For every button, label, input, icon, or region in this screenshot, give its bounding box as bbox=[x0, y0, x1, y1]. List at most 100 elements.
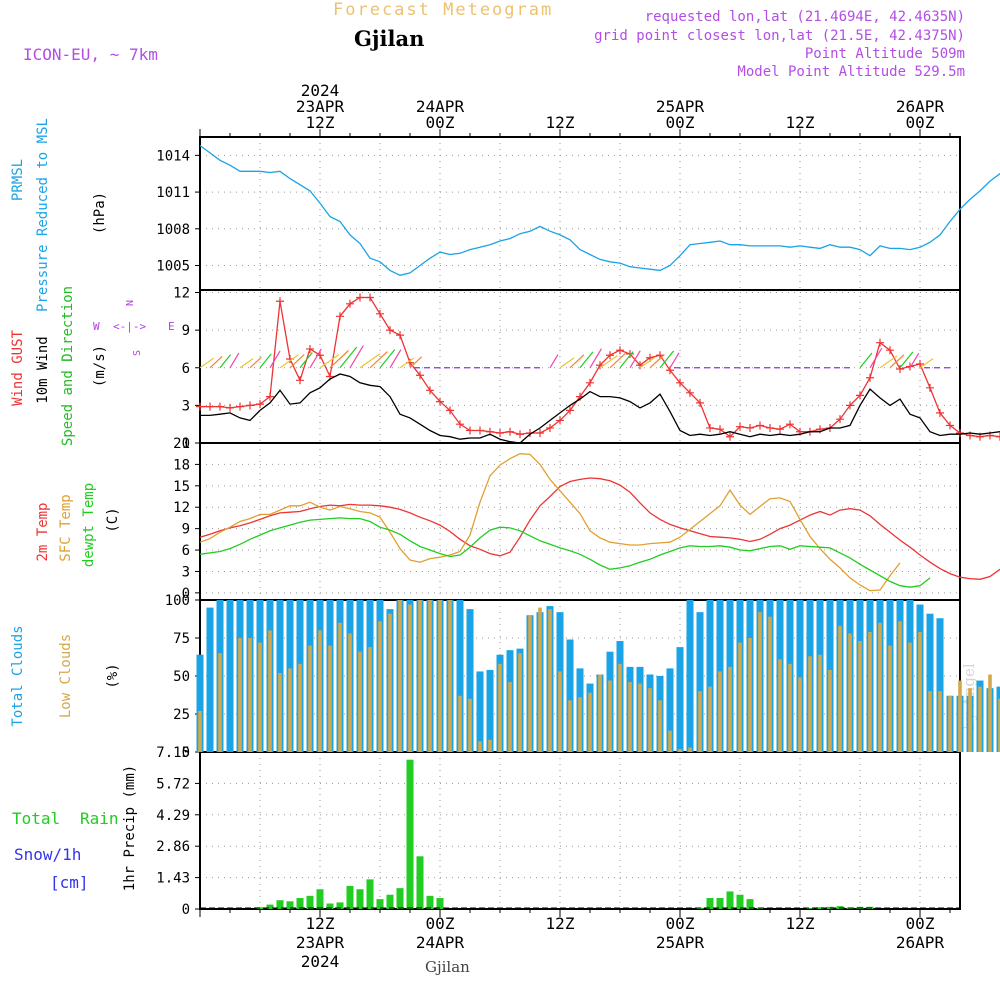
low-cloud-bar bbox=[808, 656, 812, 752]
total-cloud-bar bbox=[486, 669, 494, 752]
wind-arrow bbox=[639, 356, 656, 369]
rain-bar bbox=[726, 891, 734, 909]
gust-marker bbox=[996, 432, 1000, 441]
wind-arrow bbox=[249, 356, 262, 369]
low-cloud-bar bbox=[308, 645, 312, 752]
low-cloud-bar bbox=[978, 686, 982, 752]
low-cloud-bar bbox=[278, 672, 282, 752]
top-time-label: 12Z bbox=[306, 113, 335, 132]
gust-marker bbox=[506, 427, 514, 436]
wind-arrow bbox=[649, 353, 665, 369]
low-cloud-bar bbox=[398, 600, 402, 752]
low-cloud-bar bbox=[478, 741, 482, 752]
y-tick-label: 0 bbox=[182, 586, 190, 602]
low-cloud-bar bbox=[558, 671, 562, 752]
gust-marker bbox=[546, 423, 554, 432]
low-cloud-label: Low Clouds bbox=[58, 634, 74, 718]
gust-marker bbox=[716, 425, 724, 434]
gust-marker bbox=[226, 403, 234, 412]
low-cloud-bar bbox=[888, 645, 892, 752]
rain-bar bbox=[706, 898, 714, 909]
grid-point: grid point closest lon,lat (21.5E, 42.43… bbox=[594, 28, 965, 44]
gust-marker bbox=[336, 312, 344, 321]
rain-bar bbox=[306, 895, 314, 909]
low-cloud-bar bbox=[818, 654, 822, 752]
total-cloud-bar bbox=[456, 600, 464, 752]
y-tick-label: 3 bbox=[182, 564, 190, 580]
low-cloud-bar bbox=[548, 609, 552, 752]
bottom-time-label: 00Z bbox=[906, 914, 935, 933]
gust-marker bbox=[386, 326, 394, 335]
wind-line bbox=[200, 373, 1000, 444]
model-altitude: Model Point Altitude 529.5m bbox=[737, 64, 965, 80]
bottom-time-label: 12Z bbox=[306, 914, 335, 933]
low-cloud-bar bbox=[938, 691, 942, 752]
low-cloud-bar bbox=[688, 747, 692, 752]
wind-arrow bbox=[339, 346, 358, 369]
wind-arrow bbox=[569, 354, 585, 369]
temp-line bbox=[199, 477, 1000, 580]
y-tick-label: 1008 bbox=[156, 222, 190, 238]
wind-arrow bbox=[879, 355, 898, 369]
y-tick-label: 1.43 bbox=[156, 871, 190, 887]
rain-bar bbox=[276, 900, 284, 909]
total-cloud-bar bbox=[676, 647, 684, 752]
gust-marker bbox=[346, 299, 354, 308]
low-cloud-bar bbox=[378, 621, 382, 752]
wind-label: 10m Wind bbox=[35, 336, 51, 403]
gust-marker bbox=[566, 406, 574, 415]
gust-marker bbox=[516, 430, 524, 439]
low-cloud-bar bbox=[438, 600, 442, 752]
y-tick-label: 4.29 bbox=[156, 808, 190, 824]
gust-marker bbox=[306, 344, 314, 353]
low-cloud-bar bbox=[758, 612, 762, 752]
rain-bar bbox=[736, 894, 744, 909]
y-tick-label: 1014 bbox=[156, 148, 190, 164]
gust-marker bbox=[296, 376, 304, 385]
y-tick-label: 50 bbox=[173, 669, 190, 685]
wind-arrow bbox=[359, 353, 381, 369]
total-cloud-bar bbox=[476, 671, 484, 752]
wind-arrow bbox=[309, 348, 322, 369]
top-time-label: 00Z bbox=[426, 113, 455, 132]
y-tick-label: 15 bbox=[173, 479, 190, 495]
y-tick-label: 12 bbox=[173, 286, 190, 302]
gust-marker bbox=[726, 432, 734, 441]
gust-marker bbox=[246, 401, 254, 410]
wind-arrow bbox=[219, 354, 232, 369]
bottom-time-label: 00Z bbox=[666, 914, 695, 933]
total-cloud-label: Total Clouds bbox=[10, 625, 26, 726]
low-cloud-bar bbox=[418, 600, 422, 752]
wind-arrow bbox=[299, 352, 313, 369]
wind-arrow bbox=[319, 353, 340, 369]
wind-arrow bbox=[389, 349, 402, 369]
low-cloud-bar bbox=[298, 663, 302, 752]
rain-bar bbox=[346, 885, 354, 909]
gust-marker bbox=[676, 378, 684, 387]
total-cloud-bar bbox=[666, 668, 674, 752]
wind-arrow bbox=[279, 354, 299, 369]
low-cloud-bar bbox=[628, 682, 632, 752]
wind-arrow bbox=[899, 351, 914, 369]
wind-arrow bbox=[269, 350, 281, 369]
gust-marker bbox=[586, 378, 594, 387]
wind-arrow bbox=[859, 352, 873, 369]
low-cloud-bar bbox=[828, 669, 832, 752]
y-tick-label: 6 bbox=[182, 543, 190, 559]
low-cloud-bar bbox=[348, 633, 352, 752]
wind-arrow bbox=[349, 345, 364, 369]
top-time-label: 26APR bbox=[896, 97, 945, 116]
cloud-unit: (%) bbox=[105, 663, 121, 688]
bottom-time-label: 25APR bbox=[656, 933, 705, 952]
top-time-label: 00Z bbox=[906, 113, 935, 132]
low-cloud-bar bbox=[468, 698, 472, 752]
y-tick-label: 9 bbox=[182, 522, 190, 538]
gust-marker bbox=[466, 426, 474, 435]
y-tick-label: 9 bbox=[182, 323, 190, 339]
low-cloud-bar bbox=[738, 642, 742, 752]
compass-arrow-w: <-|-> bbox=[113, 320, 146, 333]
wind-arrow bbox=[609, 352, 626, 369]
low-cloud-bar bbox=[588, 692, 592, 752]
rain-bar bbox=[316, 889, 324, 909]
low-cloud-bar bbox=[498, 663, 502, 752]
